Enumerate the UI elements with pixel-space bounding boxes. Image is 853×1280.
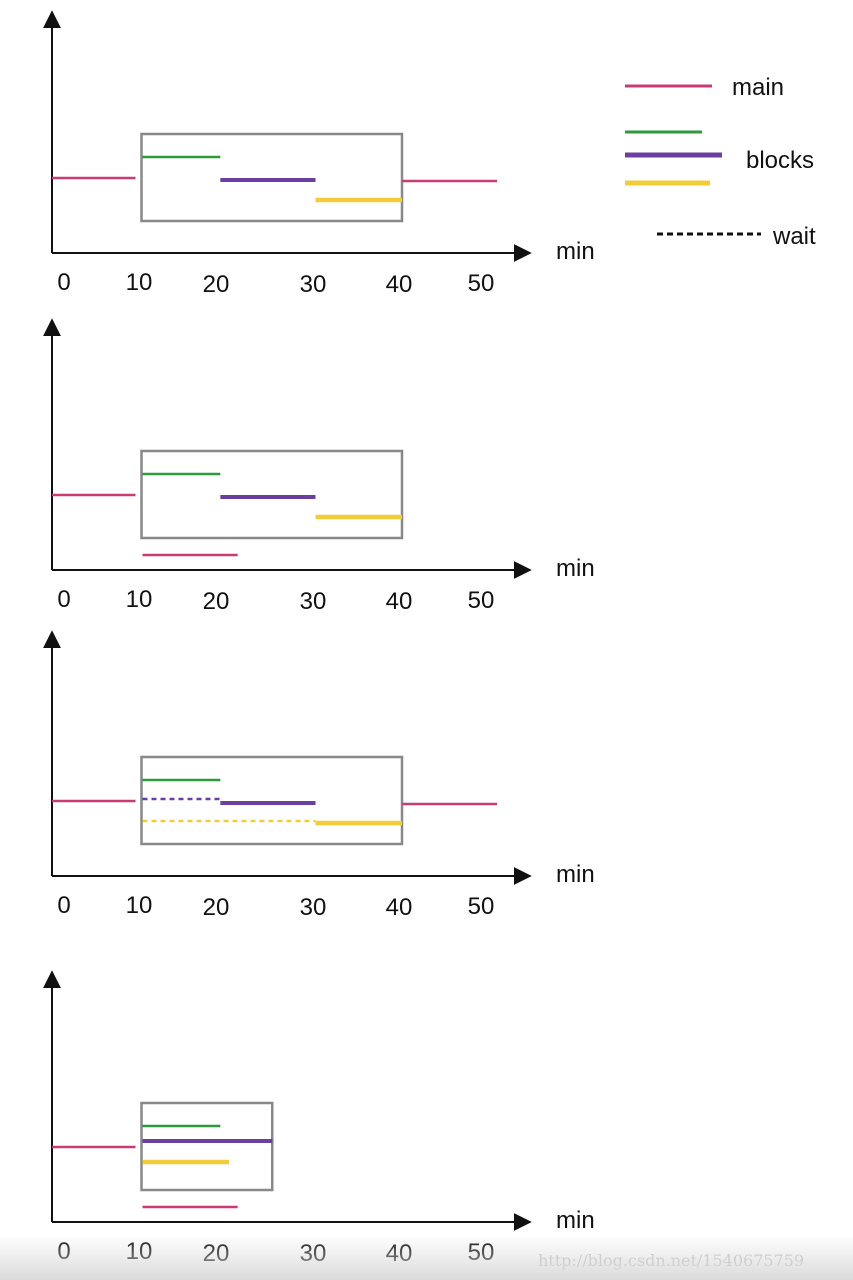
x-tick-label: 0 (57, 892, 70, 919)
x-tick-label: 20 (203, 894, 230, 921)
legend-wait-label: wait (772, 223, 816, 250)
x-tick-label: 0 (57, 269, 70, 296)
blocks-box (140, 449, 404, 540)
x-tick-label: 20 (203, 271, 230, 298)
x-tick-label: 10 (126, 586, 153, 613)
blocks-box (140, 132, 404, 223)
legend: main blocks wait (625, 74, 816, 250)
x-tick-label: 40 (386, 1240, 413, 1267)
x-tick-label: 10 (126, 892, 153, 919)
panel-1: 0 10 20 30 40 50 min (43, 10, 595, 298)
x-tick-label: 30 (300, 894, 327, 921)
x-tick-label: 20 (203, 1240, 230, 1267)
x-tick-label: 0 (57, 1238, 70, 1265)
x-axis-unit: min (556, 238, 595, 265)
blocks-box (140, 1101, 274, 1192)
x-tick-label: 30 (300, 1240, 327, 1267)
x-tick-label: 50 (468, 587, 495, 614)
x-tick-label: 30 (300, 588, 327, 615)
legend-blocks-label: blocks (746, 147, 814, 174)
x-tick-label: 10 (126, 269, 153, 296)
panel-3: 0 10 20 30 40 50 min (43, 630, 595, 921)
x-tick-label: 40 (386, 271, 413, 298)
x-axis-unit: min (556, 861, 595, 888)
panel-4: 0 10 20 30 40 50 min (43, 970, 595, 1267)
x-tick-label: 40 (386, 894, 413, 921)
x-tick-label: 50 (468, 270, 495, 297)
x-axis-unit: min (556, 1207, 595, 1234)
x-tick-label: 50 (468, 1239, 495, 1266)
blocks-box (140, 755, 404, 846)
panel-2: 0 10 20 30 40 50 min (43, 318, 595, 615)
x-tick-label: 40 (386, 588, 413, 615)
panels: 0 10 20 30 40 50 min 0 10 20 30 40 50 min 0 10 20 30 40 50 m… (43, 10, 595, 1267)
watermark: http://blog.csdn.net/1540675759 (538, 1251, 804, 1270)
x-tick-label: 0 (57, 586, 70, 613)
x-tick-label: 20 (203, 588, 230, 615)
x-tick-label: 50 (468, 893, 495, 920)
x-tick-label: 30 (300, 271, 327, 298)
x-tick-label: 10 (126, 1238, 153, 1265)
x-axis-unit: min (556, 555, 595, 582)
legend-main-label: main (732, 74, 784, 101)
